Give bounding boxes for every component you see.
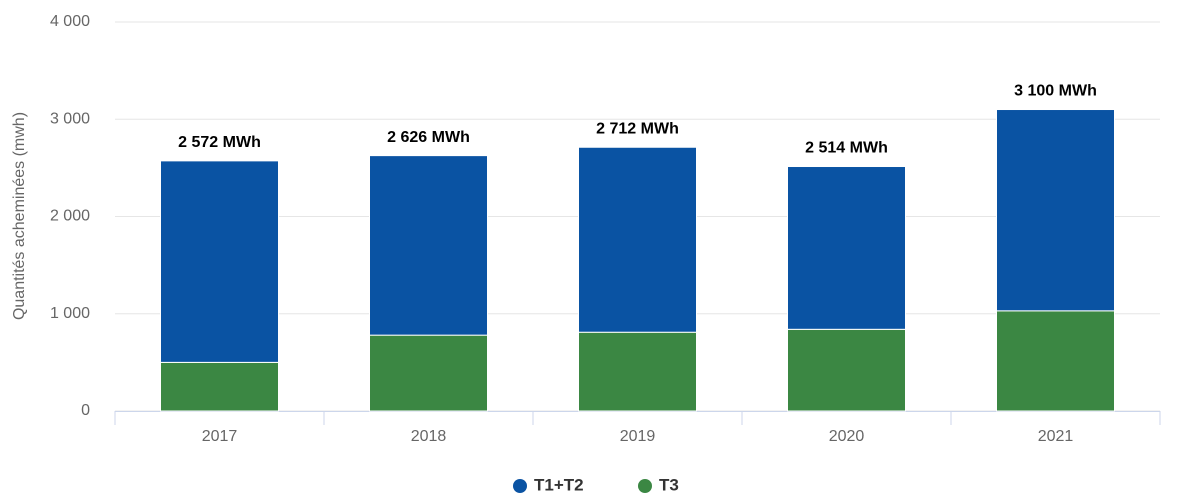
- total-label: 2 572 MWh: [178, 134, 261, 151]
- bar-segment: [160, 160, 279, 363]
- bar-segment: [996, 109, 1115, 312]
- y-tick-label: 0: [81, 402, 90, 419]
- x-tick-label: 2020: [829, 428, 865, 445]
- bar-segment: [787, 328, 906, 412]
- y-tick-label: 2 000: [50, 208, 90, 225]
- bar-segment: [369, 334, 488, 412]
- x-tick-label: 2021: [1038, 428, 1074, 445]
- legend-label: T1+T2: [534, 475, 584, 494]
- x-tick-label: 2019: [620, 428, 656, 445]
- y-tick-label: 4 000: [50, 13, 90, 30]
- legend-marker: [638, 479, 652, 493]
- legend-label: T3: [659, 475, 679, 494]
- y-tick-label: 1 000: [50, 305, 90, 322]
- total-label: 2 712 MWh: [596, 120, 679, 137]
- x-tick-label: 2017: [202, 428, 238, 445]
- total-label: 2 626 MWh: [387, 129, 470, 146]
- legend-marker: [513, 479, 527, 493]
- bar-segment: [160, 361, 279, 412]
- bar-segment: [996, 310, 1115, 412]
- y-tick-label: 3 000: [50, 110, 90, 127]
- bar-segment: [578, 146, 697, 333]
- bar-segment: [787, 166, 906, 330]
- total-label: 2 514 MWh: [805, 140, 888, 157]
- total-label: 3 100 MWh: [1014, 83, 1097, 100]
- y-axis-title: Quantités acheminées (mwh): [11, 112, 28, 320]
- bar-segment: [578, 331, 697, 412]
- bar-segment: [369, 155, 488, 336]
- x-tick-label: 2018: [411, 428, 447, 445]
